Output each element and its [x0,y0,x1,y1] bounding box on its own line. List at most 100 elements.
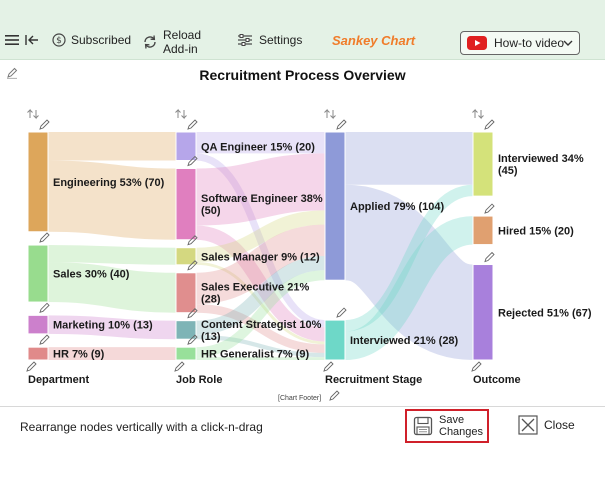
sankey-svg: Engineering 53% (70) Sales 30% (40) Market… [26,108,592,402]
sankey-node-label-qa: QA Engineer 15% (20) [201,141,315,153]
sankey-link-se-applied [195,224,326,305]
sankey-node-hired[interactable] [472,215,494,246]
save-changes-button[interactable]: Save Changes [405,409,489,443]
sankey-link-swe-applied [195,153,326,226]
sankey-node-label-eng: Engineering 53% (70) [53,177,165,189]
edit-footer-pencil-icon[interactable] [329,390,340,401]
save-disk-icon [413,416,433,436]
sankey-chart: Engineering 53% (70) Sales 30% (40) Market… [0,60,605,405]
hamburger-icon[interactable] [5,34,19,46]
close-x-icon [518,415,538,435]
edit-node-pencil-icon[interactable] [39,302,50,314]
edit-column-pencil-icon[interactable] [26,361,37,372]
reload-label: Reload Add-in [163,28,202,56]
settings-label: Settings [259,33,303,47]
edit-node-pencil-icon[interactable] [484,119,495,130]
sankey-link-int2-int3 [344,184,474,332]
sankey-node-label-applied: Applied 79% (104) [350,201,444,213]
column-label-3: Outcome [473,374,521,386]
sort-arrows [27,108,484,120]
sankey-node-label-int2: Interviewed 21% (28) [350,335,459,347]
toolbar: $ Subscribed Reload Add-in Settings Sank… [0,0,605,60]
sankey-link-cs-int2 [195,334,326,358]
save-changes-label: Save Changes [439,414,484,438]
sankey-link-sales-sm [47,245,177,265]
sankey-node-label-swe: Software Engineer 38% (50) [201,193,323,217]
edit-node-pencil-icon[interactable] [39,232,50,243]
sankey-node-sales[interactable] [27,244,49,303]
bottom-bar: Rearrange nodes vertically with a click-… [0,406,605,444]
edit-node-pencil-icon[interactable] [336,119,347,130]
edit-column-pencil-icon[interactable] [471,361,482,372]
column-label-2: Recruitment Stage [325,374,422,386]
sankey-node-applied[interactable] [324,131,346,281]
close-button[interactable]: Close [518,415,575,435]
sort-nodes-icon[interactable] [324,108,336,120]
chart-footer: [Chart Footer] [278,395,321,402]
sankey-node-label-sm: Sales Manager 9% (12) [201,251,320,263]
sankey-node-label-sales: Sales 30% (40) [53,269,130,281]
sankey-node-hrg[interactable] [175,346,197,361]
sankey-node-qa[interactable] [175,131,197,161]
sankey-link-sm-int2 [195,261,326,345]
sankey-link-int2-hired [343,216,475,360]
edit-node-pencil-icon[interactable] [187,235,198,246]
sankey-node-eng[interactable] [27,131,49,233]
sankey-node-mkt[interactable] [27,314,49,335]
sort-nodes-icon[interactable] [175,108,187,120]
sankey-node-label-mkt: Marketing 10% (13) [53,320,153,332]
chart-title: Recruitment Process Overview [199,67,406,83]
sankey-node-label-hrg: HR Generalist 7% (9) [201,349,310,361]
sankey-node-swe[interactable] [175,167,197,241]
edit-node-pencil-icon[interactable] [187,334,198,345]
sort-nodes-icon[interactable] [27,108,39,120]
edit-column-pencil-icon[interactable] [174,361,185,372]
edit-title-pencil-icon[interactable] [6,67,18,79]
edit-node-pencil-icon[interactable] [484,203,495,214]
sort-nodes-icon[interactable] [472,108,484,120]
edit-node-pencil-icon[interactable] [187,308,198,319]
sankey-node-rej[interactable] [472,264,494,361]
sankey-node-label-hr: HR 7% (9) [53,349,105,361]
edit-node-pencil-icon[interactable] [39,119,50,130]
sankey-node-int2[interactable] [324,319,346,361]
edit-node-pencil-icon[interactable] [484,251,495,263]
sankey-link-sm-applied [195,210,326,262]
sankey-node-label-cs: Content Strategist 10% (13) [201,319,322,343]
sankey-links [47,131,477,361]
edit-node-pencil-icon[interactable] [187,119,198,130]
sankey-link-hrg-applied [195,270,326,358]
sankey-node-cs[interactable] [175,320,197,340]
sliders-icon [238,34,252,46]
sankey-link-swe-int2 [195,225,326,342]
sankey-nodes: Engineering 53% (70) Sales 30% (40) Market… [27,119,592,361]
sankey-node-hr[interactable] [27,346,49,361]
settings-button[interactable]: Settings [237,33,302,47]
brand-title: Sankey Chart [332,33,416,48]
sankey-node-sm[interactable] [175,247,197,266]
sankey-node-label-rej: Rejected 51% (67) [498,307,592,319]
howto-video-dropdown[interactable]: How-to video [460,31,580,55]
subscribed-button[interactable]: $ Subscribed [52,33,131,47]
chevron-down-icon [563,40,573,46]
edit-node-pencil-icon[interactable] [336,307,347,318]
youtube-icon [467,36,487,50]
subscribed-label: Subscribed [71,33,132,47]
sankey-link-eng-swe [47,160,177,240]
edit-node-pencil-icon[interactable] [187,155,198,167]
edit-column-pencil-icon[interactable] [323,361,334,372]
back-arrow-icon[interactable] [25,34,39,46]
edit-node-pencil-icon[interactable] [39,334,50,345]
drag-hint: Rearrange nodes vertically with a click-… [20,420,263,434]
reload-icon [144,35,156,49]
sankey-link-se-int2 [195,304,326,353]
sankey-link-mkt-cs [47,315,177,340]
edit-node-pencil-icon[interactable] [187,260,198,271]
sankey-link-qa-int2 [195,153,326,328]
sankey-node-se[interactable] [175,272,197,314]
reload-addin-button[interactable]: Reload Add-in [142,28,201,56]
column-labels: Department Job Role Recruitment Stage Outco… [26,361,521,386]
sankey-node-int3[interactable] [472,131,494,197]
dollar-circle-icon: $ [52,33,66,47]
sankey-node-label-se: Sales Executive 21% (28) [201,282,309,306]
